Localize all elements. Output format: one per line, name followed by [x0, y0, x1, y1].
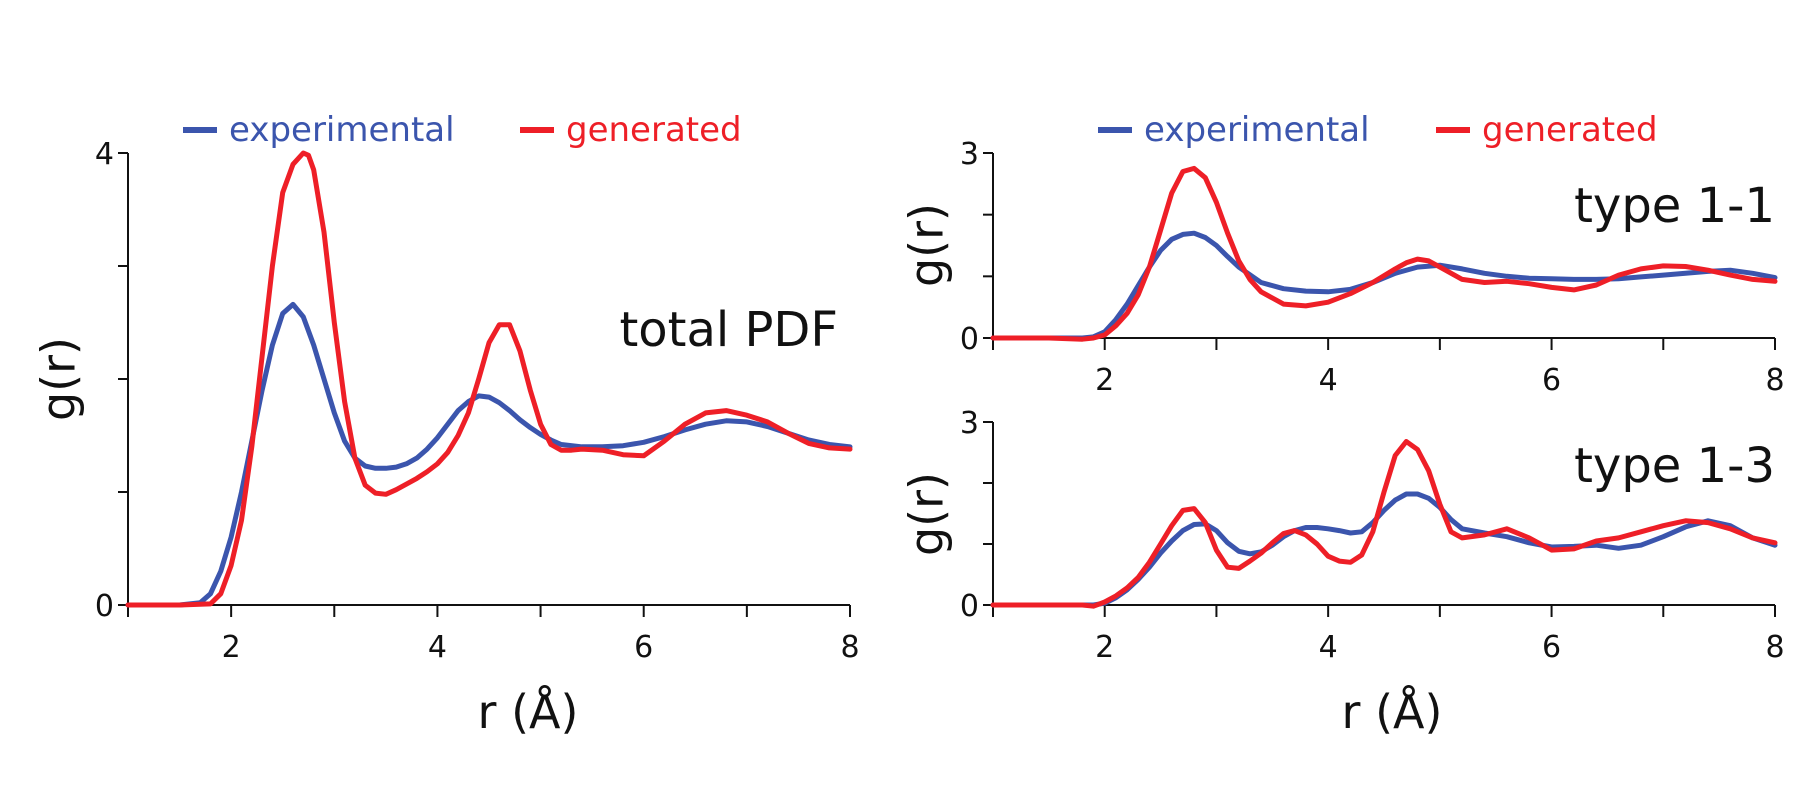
series-line-generated	[990, 165, 1778, 342]
y-axis-title: g(r)	[900, 203, 954, 287]
y-axis-title: g(r)	[900, 472, 954, 556]
panel-total: 2 4 6 8 0 4 total PDF g(r) r (Å) experimental gene…	[32, 110, 860, 739]
x-tick-label: 8	[840, 630, 859, 665]
series-line-experimental	[990, 230, 1778, 341]
x-tick-label: 4	[1319, 363, 1338, 398]
x-tick-label: 6	[634, 630, 653, 665]
x-axis-title: r (Å)	[478, 685, 579, 739]
legend-label-experimental: experimental	[229, 110, 455, 150]
panel-label: type 1-1	[1574, 178, 1775, 234]
legend-label-experimental: experimental	[1144, 110, 1370, 150]
panel-type13: 2 4 6 8 0 3 type 1-3 g(r) r (Å)	[900, 406, 1785, 739]
series-line-experimental	[990, 491, 1778, 608]
x-axis-title: r (Å)	[1342, 685, 1443, 739]
y-tick-label: 0	[95, 589, 114, 624]
y-tick-label: 0	[960, 322, 979, 357]
panel-type11: 2 4 6 8 0 3 type 1-1 g(r) experimental generated	[900, 110, 1785, 398]
series-line-generated	[990, 439, 1778, 609]
x-tick-label: 8	[1765, 630, 1784, 665]
x-tick-label: 8	[1765, 363, 1784, 398]
y-tick-label: 3	[960, 137, 979, 172]
x-tick-label: 2	[222, 630, 241, 665]
x-tick-label: 4	[1319, 630, 1338, 665]
x-tick-label: 6	[1542, 363, 1561, 398]
y-tick-label: 4	[95, 137, 114, 172]
x-tick-label: 4	[428, 630, 447, 665]
y-axis-title: g(r)	[32, 337, 86, 421]
y-tick-label: 0	[960, 589, 979, 624]
legend: experimental generated	[1098, 110, 1658, 150]
x-tick-label: 2	[1095, 630, 1114, 665]
series-line-generated	[125, 150, 853, 608]
legend-label-generated: generated	[1482, 110, 1658, 150]
y-tick-label: 3	[960, 406, 979, 441]
legend: experimental generated	[183, 110, 742, 150]
panel-label: total PDF	[619, 302, 838, 358]
panel-label: type 1-3	[1574, 438, 1775, 494]
x-tick-label: 6	[1542, 630, 1561, 665]
x-tick-label: 2	[1095, 363, 1114, 398]
legend-label-generated: generated	[566, 110, 742, 150]
